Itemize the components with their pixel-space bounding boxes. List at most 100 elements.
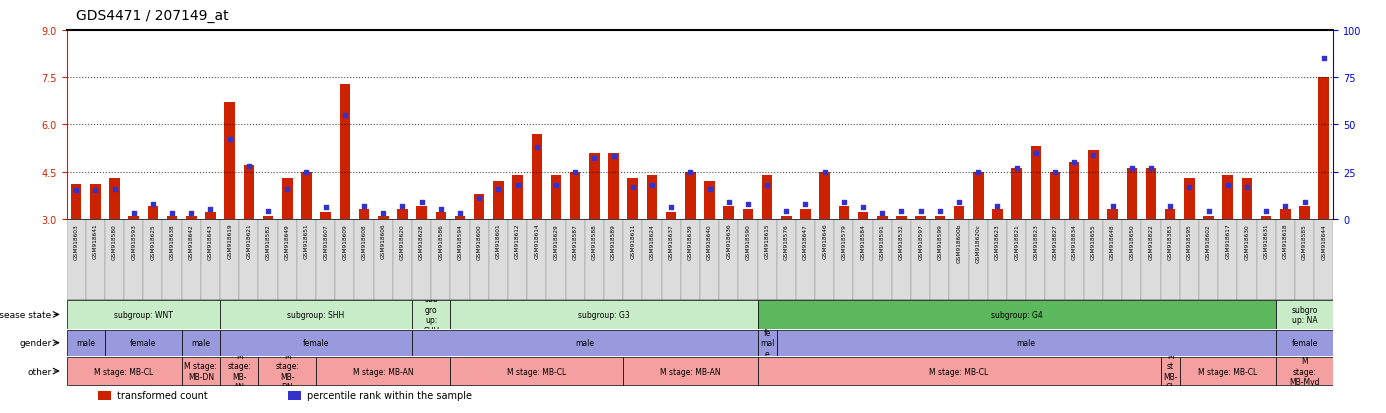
Text: GSM918602: GSM918602 xyxy=(1206,223,1211,259)
Point xyxy=(852,204,875,211)
Text: GSM918637: GSM918637 xyxy=(668,223,674,259)
Text: GSM918650: GSM918650 xyxy=(1130,223,1134,259)
Bar xyxy=(1314,219,1333,300)
Bar xyxy=(527,219,546,300)
Text: disease state: disease state xyxy=(0,310,51,319)
Point xyxy=(1313,56,1335,62)
Bar xyxy=(570,172,581,219)
Point xyxy=(391,203,413,209)
Text: GSM918614: GSM918614 xyxy=(534,223,539,259)
Point xyxy=(1293,199,1315,206)
Text: GSM918597: GSM918597 xyxy=(918,223,923,259)
Text: GSM918599: GSM918599 xyxy=(937,223,942,259)
Bar xyxy=(973,172,984,219)
Bar xyxy=(431,219,450,300)
Text: GSM918655: GSM918655 xyxy=(1091,223,1096,259)
Bar xyxy=(98,391,111,400)
Bar xyxy=(969,219,988,300)
Bar xyxy=(67,301,220,329)
Point xyxy=(909,209,931,215)
Text: GSM918586: GSM918586 xyxy=(438,223,444,259)
Point xyxy=(564,169,586,176)
Bar xyxy=(873,219,891,300)
Text: GSM918620: GSM918620 xyxy=(401,223,405,259)
Bar xyxy=(470,219,489,300)
Bar xyxy=(1275,301,1333,329)
Text: M stage: MB-AN: M stage: MB-AN xyxy=(660,367,721,375)
Point xyxy=(371,210,394,217)
Text: subgroup: SHH: subgroup: SHH xyxy=(287,310,345,319)
Text: M
stage:
MB-
DN: M stage: MB- DN xyxy=(276,351,299,391)
Bar xyxy=(1012,169,1021,219)
Point xyxy=(679,169,701,176)
Bar xyxy=(412,219,431,300)
Text: GSM918600: GSM918600 xyxy=(477,223,482,259)
Bar xyxy=(1179,357,1275,385)
Text: GSM918642: GSM918642 xyxy=(188,223,194,259)
Bar xyxy=(1008,219,1026,300)
Bar xyxy=(819,172,830,219)
Bar xyxy=(954,206,965,219)
Bar xyxy=(201,219,220,300)
Bar xyxy=(930,219,949,300)
Bar xyxy=(378,216,388,219)
Bar xyxy=(1295,219,1314,300)
Text: M stage: MB-CL: M stage: MB-CL xyxy=(507,367,567,375)
Bar xyxy=(125,219,143,300)
Text: GSM918606: GSM918606 xyxy=(381,223,385,259)
Text: male: male xyxy=(1017,338,1035,347)
Bar xyxy=(220,330,412,356)
Bar xyxy=(182,219,201,300)
Bar xyxy=(105,219,125,300)
Point xyxy=(506,182,528,189)
Point xyxy=(737,201,760,207)
Point xyxy=(295,169,317,176)
Text: M
st
MB-
CL: M st MB- CL xyxy=(1163,351,1178,391)
Text: gender: gender xyxy=(19,338,51,347)
Point xyxy=(1139,165,1161,172)
Point xyxy=(1256,209,1278,215)
Bar xyxy=(374,219,392,300)
Text: GSM918579: GSM918579 xyxy=(841,223,847,259)
Point xyxy=(640,182,663,189)
Text: GSM918615: GSM918615 xyxy=(765,223,769,259)
Point xyxy=(353,203,376,209)
Text: M stage:
MB-DN: M stage: MB-DN xyxy=(184,361,218,381)
Bar xyxy=(244,166,254,219)
Text: M
stage:
MB-
AN: M stage: MB- AN xyxy=(227,351,251,391)
Bar xyxy=(1160,357,1179,385)
Text: male: male xyxy=(575,338,595,347)
Bar xyxy=(911,219,930,300)
Point xyxy=(1236,184,1258,190)
Bar xyxy=(1146,169,1156,219)
Bar xyxy=(661,219,681,300)
Text: GSM918580: GSM918580 xyxy=(112,223,116,259)
Text: GSM918619: GSM918619 xyxy=(227,223,233,259)
Text: GSM918649: GSM918649 xyxy=(284,223,290,259)
Text: GSM918631: GSM918631 xyxy=(1264,223,1268,259)
Bar xyxy=(681,219,700,300)
Bar xyxy=(758,301,1275,329)
Bar xyxy=(665,213,676,219)
Text: sub
gro
up:
SHH: sub gro up: SHH xyxy=(423,294,439,335)
Bar xyxy=(220,357,258,385)
Bar xyxy=(105,330,182,356)
Point xyxy=(660,204,682,211)
Text: subgro
up: NA: subgro up: NA xyxy=(1292,305,1318,324)
Point xyxy=(948,199,970,206)
Bar xyxy=(67,219,86,300)
Text: GSM918582: GSM918582 xyxy=(266,223,270,259)
Point xyxy=(1159,203,1181,209)
Bar xyxy=(915,216,926,219)
Text: GSM918636: GSM918636 xyxy=(726,223,732,259)
Point xyxy=(449,210,471,217)
Bar xyxy=(1160,219,1179,300)
Point xyxy=(141,201,164,207)
Text: GSM918643: GSM918643 xyxy=(208,223,213,259)
Bar xyxy=(758,330,776,356)
Bar xyxy=(1031,147,1041,219)
Bar xyxy=(1107,210,1119,219)
Bar xyxy=(355,219,374,300)
Bar xyxy=(450,301,758,329)
Text: GSM918620c: GSM918620c xyxy=(976,223,981,262)
